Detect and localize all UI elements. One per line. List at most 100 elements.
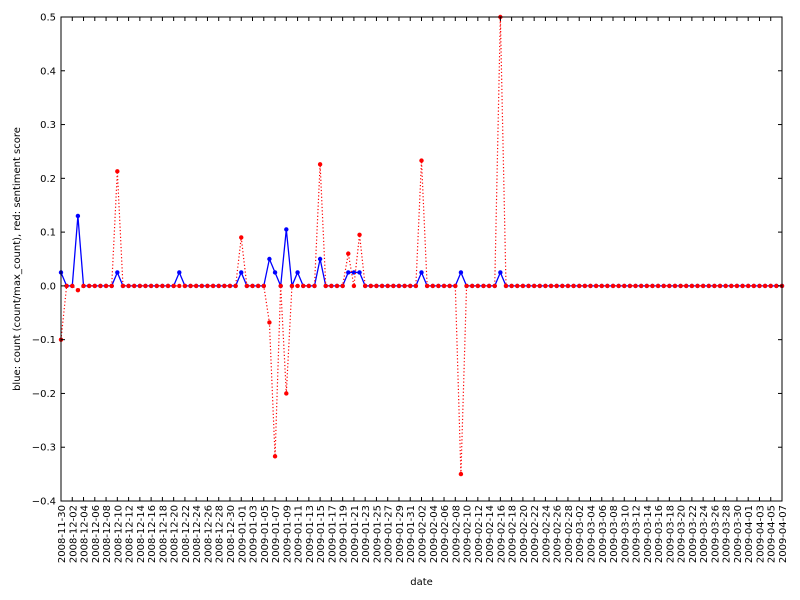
data-point bbox=[481, 283, 486, 289]
data-point bbox=[346, 251, 351, 256]
data-point bbox=[284, 391, 289, 396]
data-point bbox=[177, 283, 182, 289]
x-tick-label: 2009-01-27 bbox=[384, 505, 395, 563]
data-point bbox=[650, 283, 655, 289]
data-point bbox=[599, 283, 604, 289]
data-point bbox=[379, 283, 385, 289]
data-point bbox=[740, 283, 745, 289]
data-point bbox=[357, 232, 362, 237]
data-point bbox=[436, 283, 441, 289]
x-tick-label: 2009-03-10 bbox=[620, 505, 631, 563]
data-point bbox=[362, 283, 368, 289]
data-point bbox=[374, 283, 379, 289]
data-point bbox=[148, 283, 154, 289]
x-tick-label: 2009-01-31 bbox=[406, 505, 417, 563]
x-tick-label: 2009-02-06 bbox=[440, 505, 451, 563]
data-point bbox=[177, 270, 182, 275]
data-point bbox=[261, 283, 266, 289]
x-tick-label: 2008-12-06 bbox=[91, 505, 102, 563]
data-point bbox=[81, 283, 86, 289]
data-point bbox=[413, 283, 419, 289]
data-point bbox=[126, 283, 131, 289]
data-point bbox=[267, 256, 272, 262]
x-tick-label: 2009-03-24 bbox=[699, 505, 710, 563]
x-tick-label: 2009-02-22 bbox=[530, 505, 541, 563]
data-point bbox=[768, 283, 773, 289]
data-point bbox=[548, 283, 554, 289]
data-point bbox=[216, 283, 221, 289]
data-point bbox=[734, 283, 740, 289]
data-point bbox=[729, 283, 734, 289]
data-point bbox=[520, 283, 526, 289]
data-point bbox=[165, 283, 171, 289]
x-tick-label: 2009-03-08 bbox=[609, 505, 620, 563]
data-point bbox=[424, 283, 430, 289]
data-point bbox=[250, 283, 255, 289]
data-point bbox=[430, 283, 435, 289]
data-point bbox=[419, 270, 424, 275]
x-tick-label: 2009-02-28 bbox=[564, 505, 575, 563]
y-tick-label: 0.5 bbox=[40, 13, 56, 24]
data-point bbox=[137, 283, 143, 289]
y-axis-label: blue: count (count/max_count), red: sent… bbox=[12, 127, 23, 391]
sentiment-series bbox=[58, 14, 785, 477]
data-point bbox=[98, 283, 103, 289]
data-point bbox=[644, 283, 650, 289]
data-point bbox=[267, 320, 272, 325]
x-tick-label: 2009-01-23 bbox=[361, 505, 372, 563]
data-point bbox=[233, 283, 238, 289]
data-point bbox=[272, 454, 278, 459]
x-tick-label: 2009-02-10 bbox=[463, 505, 474, 563]
y-tick-label: −0.4 bbox=[32, 497, 56, 508]
x-tick-label: 2009-02-12 bbox=[474, 505, 485, 563]
x-tick-label: 2008-12-10 bbox=[113, 505, 124, 563]
x-tick-label: 2008-12-30 bbox=[226, 505, 237, 563]
x-tick-label: 2009-04-03 bbox=[755, 505, 766, 563]
data-point bbox=[689, 283, 695, 289]
data-point bbox=[75, 213, 81, 219]
x-tick-label: 2009-03-26 bbox=[710, 505, 721, 563]
x-tick-label: 2008-12-24 bbox=[192, 505, 203, 563]
x-axis: 2008-11-30 2008-12-02 2008-12-04 2008-12-06… bbox=[57, 17, 789, 563]
x-tick-label: 2008-12-18 bbox=[158, 505, 169, 563]
data-point bbox=[453, 283, 458, 289]
data-point bbox=[588, 283, 593, 289]
x-tick-label: 2009-03-14 bbox=[643, 505, 654, 563]
series-line bbox=[60, 16, 782, 475]
data-point bbox=[531, 283, 537, 289]
data-point bbox=[317, 256, 323, 262]
x-tick-label: 2008-12-28 bbox=[215, 505, 226, 563]
x-tick-label: 2009-03-20 bbox=[677, 505, 688, 563]
data-point bbox=[723, 283, 728, 289]
data-point bbox=[565, 283, 571, 289]
data-point bbox=[64, 283, 69, 289]
plot-area-frame bbox=[60, 16, 783, 502]
data-point bbox=[143, 283, 148, 289]
x-tick-label: 2009-01-09 bbox=[282, 505, 293, 563]
x-tick-label: 2009-03-16 bbox=[654, 505, 665, 563]
data-point bbox=[120, 283, 126, 289]
y-tick-label: 0.0 bbox=[40, 281, 56, 292]
data-point bbox=[278, 283, 283, 289]
y-tick-label: −0.1 bbox=[32, 335, 56, 346]
data-point bbox=[255, 283, 261, 289]
data-point bbox=[458, 471, 464, 477]
data-point bbox=[289, 283, 295, 289]
x-tick-label: 2009-03-06 bbox=[598, 505, 609, 563]
x-tick-label: 2009-02-20 bbox=[519, 505, 530, 563]
data-point bbox=[441, 283, 447, 289]
data-point bbox=[503, 283, 509, 289]
x-tick-label: 2009-03-02 bbox=[575, 505, 586, 563]
data-point bbox=[475, 283, 481, 289]
data-point bbox=[700, 283, 706, 289]
x-tick-label: 2009-03-12 bbox=[632, 505, 643, 563]
data-point bbox=[115, 270, 120, 275]
x-tick-label: 2009-01-07 bbox=[271, 505, 282, 563]
data-point bbox=[509, 283, 514, 289]
data-point bbox=[419, 158, 424, 163]
data-point bbox=[284, 227, 289, 232]
data-point bbox=[182, 283, 188, 289]
data-point bbox=[222, 283, 227, 289]
data-point bbox=[272, 270, 278, 275]
